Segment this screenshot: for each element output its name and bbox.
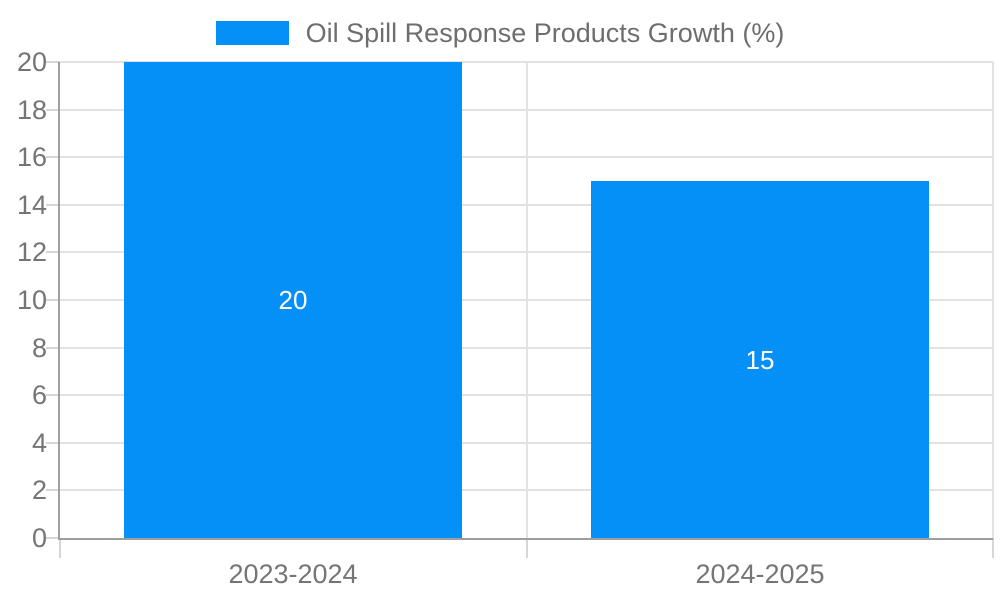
bar-value-label: 20 <box>278 285 308 315</box>
y-tick-label: 8 <box>31 332 47 363</box>
y-axis-line <box>58 62 60 540</box>
y-tick-label: 12 <box>16 237 47 268</box>
y-tick-label: 10 <box>16 285 47 315</box>
y-tick <box>46 441 60 444</box>
y-tick <box>46 156 60 159</box>
bar <box>591 181 929 538</box>
y-tick-label: 18 <box>16 94 47 125</box>
x-category-label: 2023-2024 <box>228 559 358 589</box>
y-tick-label: 20 <box>16 47 47 77</box>
y-tick-label: 0 <box>31 523 47 553</box>
y-tick-label: 14 <box>16 189 47 220</box>
bar <box>124 62 462 538</box>
v-gridline <box>992 62 994 538</box>
y-tick <box>46 203 60 206</box>
y-tick-label: 6 <box>31 380 47 411</box>
legend-label: Oil Spill Response Products Growth (%) <box>305 18 785 48</box>
legend: Oil Spill Response Products Growth (%) <box>0 18 1000 48</box>
y-tick-label: 2 <box>31 475 47 506</box>
y-tick <box>46 299 60 301</box>
y-tick-label: 4 <box>31 427 47 458</box>
y-tick <box>46 537 60 539</box>
y-tick <box>46 251 60 254</box>
y-tick <box>46 61 60 63</box>
x-axis-line <box>58 538 993 540</box>
bar-value-label: 15 <box>745 345 775 375</box>
legend-swatch <box>215 21 289 45</box>
x-tick <box>525 538 528 558</box>
x-category-label: 2024-2025 <box>695 559 825 589</box>
y-tick <box>46 346 60 349</box>
y-tick <box>46 394 60 397</box>
x-tick <box>992 538 994 558</box>
y-tick <box>46 108 60 111</box>
x-tick <box>59 538 61 558</box>
y-tick <box>46 489 60 492</box>
y-tick-label: 16 <box>16 142 47 173</box>
v-gridline <box>525 62 528 538</box>
